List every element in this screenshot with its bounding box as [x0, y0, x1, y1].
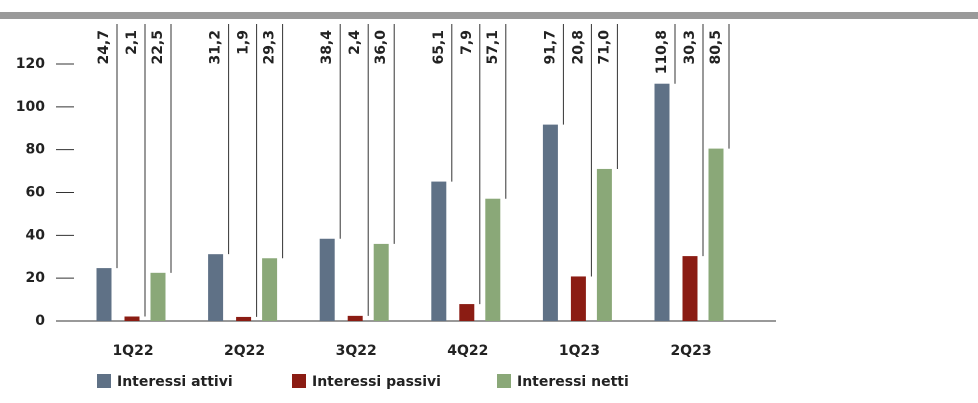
value-label: 110,8 [654, 30, 670, 74]
bar [459, 304, 475, 321]
legend-label: Interessi attivi [117, 374, 233, 390]
x-tick-label: 2Q22 [224, 343, 265, 359]
y-tick-label: 100 [16, 99, 45, 115]
value-label: 36,0 [373, 30, 389, 65]
top-band [0, 12, 978, 19]
bar [542, 124, 558, 322]
legend-swatch [292, 374, 306, 388]
bar [150, 272, 166, 321]
bar [682, 256, 698, 321]
bar [654, 83, 670, 321]
value-label: 38,4 [319, 30, 335, 65]
legend-label: Interessi passivi [312, 374, 441, 390]
bar [347, 315, 363, 321]
x-tick-label: 3Q22 [336, 343, 377, 359]
x-tick-label: 4Q22 [447, 343, 488, 359]
value-label: 57,1 [485, 30, 501, 65]
value-label: 22,5 [150, 30, 166, 65]
y-tick-label: 120 [16, 56, 45, 72]
legend-swatch [497, 374, 511, 388]
bar [319, 238, 335, 321]
value-label: 1,9 [236, 30, 252, 55]
y-tick-label: 0 [35, 313, 45, 329]
value-label: 24,7 [96, 30, 112, 65]
bar [96, 268, 112, 321]
value-label: 20,8 [570, 30, 586, 65]
bar [124, 316, 140, 321]
y-tick-label: 40 [26, 227, 46, 243]
bar [485, 198, 501, 321]
x-tick-label: 2Q23 [670, 343, 711, 359]
value-label: 2,4 [347, 30, 363, 55]
value-label: 71,0 [596, 30, 612, 65]
value-label: 91,7 [542, 30, 558, 65]
value-label: 30,3 [682, 30, 698, 65]
bar [570, 276, 586, 321]
value-label: 31,2 [208, 30, 224, 65]
bar [596, 168, 612, 321]
value-label: 80,5 [708, 30, 724, 65]
x-tick-label: 1Q22 [112, 343, 153, 359]
bar [208, 254, 224, 321]
value-label: 7,9 [459, 30, 475, 55]
value-label: 29,3 [262, 30, 278, 65]
bar [262, 258, 278, 321]
legend-swatch [97, 374, 111, 388]
bar [431, 181, 447, 321]
x-tick-label: 1Q23 [559, 343, 600, 359]
y-tick-label: 20 [26, 270, 46, 286]
value-label: 2,1 [124, 30, 140, 55]
legend-label: Interessi netti [517, 374, 629, 390]
bar [236, 316, 252, 321]
y-tick-label: 60 [26, 185, 46, 201]
y-tick-label: 80 [26, 142, 46, 158]
value-label: 65,1 [431, 30, 447, 65]
bar [708, 148, 724, 321]
bar [373, 243, 389, 321]
